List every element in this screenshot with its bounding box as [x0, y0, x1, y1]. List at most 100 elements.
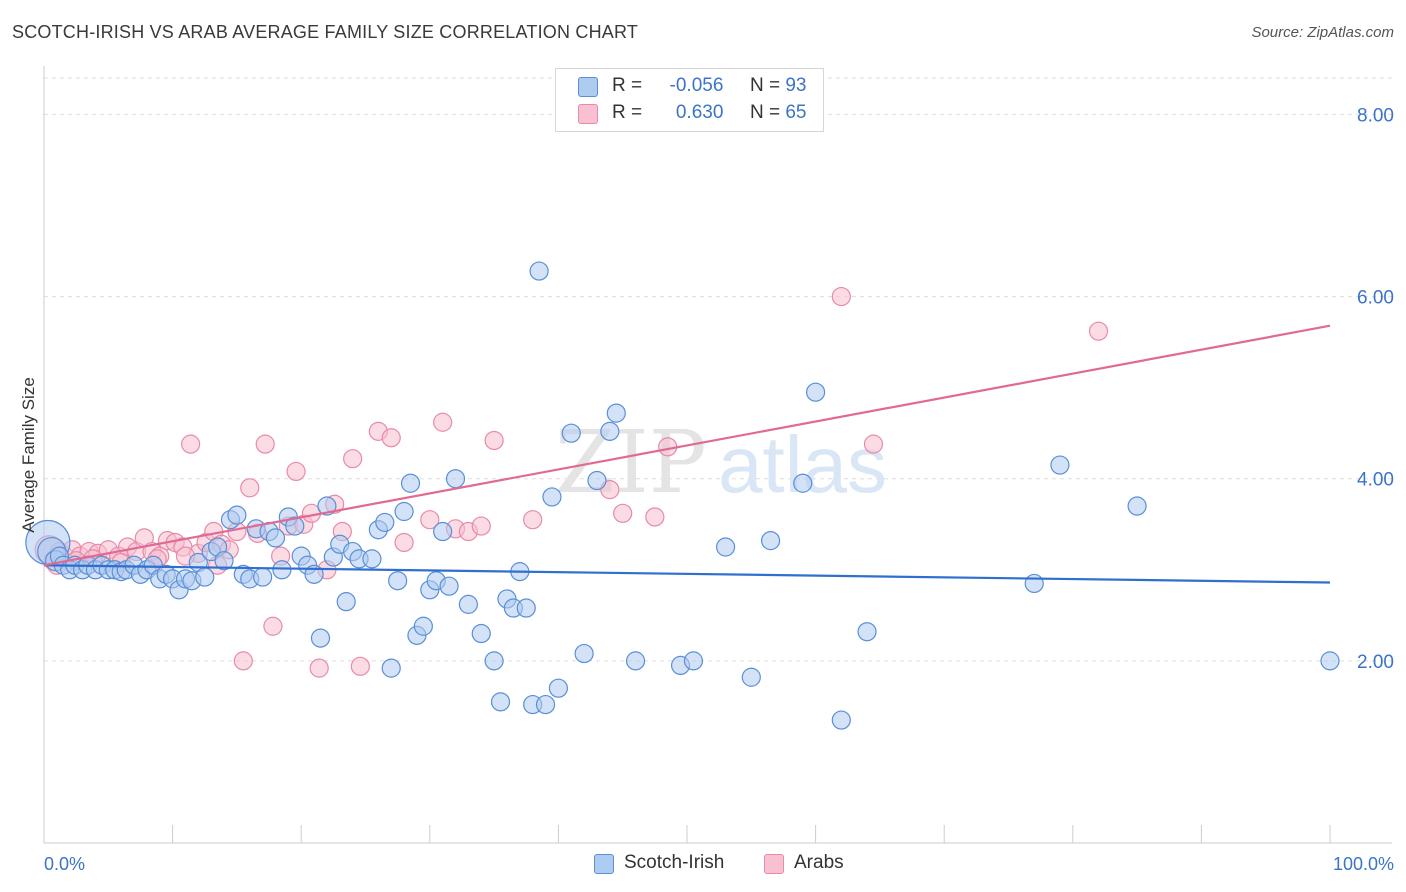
scotch-irish-point [683, 651, 704, 671]
scotch-irish-point [548, 678, 569, 698]
arabs-point [255, 434, 275, 454]
scotch-irish-point [625, 651, 646, 671]
scotch-irish-point [1024, 573, 1044, 594]
scotch-irish-point [413, 616, 433, 636]
y-tick-label: 4.00 [1357, 470, 1394, 491]
arabs-point [831, 286, 851, 307]
arabs-trend-line [43, 324, 1331, 567]
x-tick-label: 100.0% [1333, 854, 1394, 874]
legend-row-text: R = -0.056 N = 93 [612, 75, 806, 97]
scotch-irish-point [484, 651, 504, 671]
scotch-irish-point [490, 692, 511, 712]
n-label: N = [749, 102, 781, 123]
scotch-irish-point [265, 528, 286, 548]
scotch-irish-point [394, 501, 414, 522]
arabs-point [309, 658, 329, 678]
pink-swatch [578, 104, 598, 124]
scotch-irish-point [227, 505, 247, 525]
arabs-point [343, 449, 363, 469]
scotch-irish-point [253, 567, 273, 587]
scotch-irish-point [388, 571, 408, 591]
arabs-point [381, 428, 401, 448]
arabs-point [420, 510, 440, 530]
scotch-irish-point [471, 623, 491, 644]
n-value: 93 [785, 75, 807, 96]
scotch-irish-point [458, 594, 478, 614]
scotch-irish-trend-line [43, 564, 1331, 584]
blue-swatch [578, 77, 598, 97]
scotch-irish-point [439, 576, 459, 596]
axes [43, 66, 1392, 844]
scotch-irish-point [1127, 496, 1147, 516]
pink-swatch [764, 854, 784, 874]
tick-labels: 2.00 4.00 6.00 8.00 0.0% 100.0% [44, 105, 1394, 874]
scotch-irish-point [272, 560, 292, 580]
scotch-irish-point [445, 469, 466, 489]
scotch-irish-point [375, 512, 395, 533]
scotch-irish-point [516, 598, 536, 618]
legend-label: Scotch-Irish [624, 852, 725, 873]
x-tick-label: 0.0% [44, 854, 85, 874]
scotch-irish-point [535, 694, 556, 715]
scotch-irish-point [587, 470, 607, 491]
scotch-irish-point [805, 382, 826, 402]
watermark: ZIP atlas [555, 413, 887, 513]
series-legend: Scotch-Irish Arabs [0, 852, 1406, 878]
scotch-irish-point [561, 423, 581, 443]
arabs-point [613, 503, 633, 523]
scotch-irish-point [336, 592, 356, 612]
stats-legend: R = -0.056 N = 93 R = 0.630 N = 65 [555, 68, 824, 132]
scotch-irish-point [195, 567, 215, 587]
watermark-atlas: atlas [718, 420, 887, 509]
legend-row-text: R = 0.630 N = 65 [612, 102, 806, 124]
scotch-irish-points [25, 261, 1340, 730]
scotch-irish-point [214, 551, 234, 571]
arabs-point [863, 434, 884, 454]
r-label: R = [612, 102, 643, 123]
n-label: N = [749, 75, 781, 96]
scotch-irish-point [400, 473, 421, 493]
y-axis-label: Average Family Size [19, 377, 38, 533]
arabs-point [394, 532, 414, 553]
scotch-irish-point [1050, 455, 1070, 475]
arabs-point [645, 507, 665, 527]
scotch-irish-point [529, 261, 549, 281]
scotch-irish-point [317, 496, 337, 516]
scotch-irish-point [606, 403, 626, 423]
trend-lines [43, 324, 1331, 584]
arabs-point [181, 434, 201, 454]
scotch-irish-point [574, 643, 594, 664]
arabs-point [233, 651, 253, 671]
arabs-point [471, 516, 491, 536]
scotch-irish-point [715, 537, 736, 557]
r-label: R = [612, 75, 643, 96]
chart-source: Source: ZipAtlas.com [1251, 24, 1394, 41]
y-tick-label: 6.00 [1357, 288, 1394, 309]
blue-swatch [594, 854, 614, 874]
r-value: -0.056 [669, 75, 724, 96]
watermark-zip: ZIP [555, 413, 707, 513]
scotch-irish-point [433, 521, 453, 542]
scotch-irish-point [285, 516, 305, 536]
scotch-irish-point [362, 549, 382, 569]
y-tick-label: 2.00 [1357, 652, 1394, 673]
arabs-point [484, 430, 504, 451]
scotch-irish-point [831, 710, 851, 730]
arabs-point [263, 616, 283, 636]
arabs-point [240, 478, 260, 498]
arabs-point [286, 461, 306, 482]
y-tick-label: 8.00 [1357, 105, 1394, 126]
scotch-irish-point [1320, 651, 1340, 671]
scotch-irish-point [741, 667, 761, 687]
arabs-point [523, 510, 543, 530]
n-value: 65 [785, 102, 807, 123]
scotch-irish-point [542, 487, 562, 507]
scotch-irish-point [600, 421, 620, 441]
scotch-irish-point [381, 658, 401, 678]
scotch-irish-point [857, 622, 877, 642]
arabs-point [350, 656, 370, 676]
r-value: 0.630 [675, 102, 724, 123]
legend-label: Arabs [794, 852, 844, 873]
scotch-irish-point [760, 531, 781, 551]
